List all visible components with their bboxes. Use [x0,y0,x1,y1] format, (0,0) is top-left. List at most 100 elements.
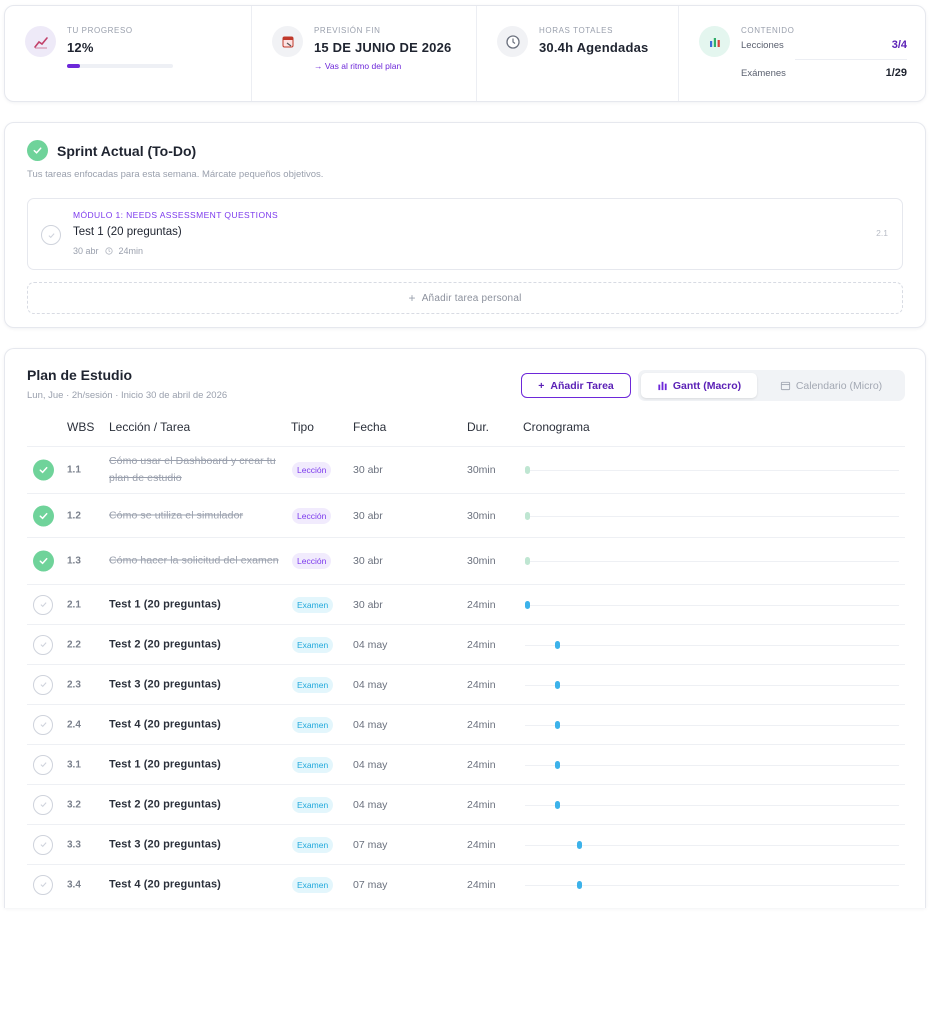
row-date: 30 abr [353,509,383,522]
pending-check-icon[interactable] [33,754,53,775]
row-duration: 24min [467,598,496,611]
task-checkbox[interactable] [41,225,61,245]
pending-check-icon[interactable] [33,834,53,855]
col-duration: Dur. [467,420,490,434]
row-wbs: 3.2 [67,799,81,810]
bar-chart-icon [699,26,730,57]
col-type: Tipo [291,420,314,434]
sprint-task-card[interactable]: MÓDULO 1: NEEDS ASSESSMENT QUESTIONS Tes… [27,198,903,270]
row-wbs: 2.2 [67,639,81,650]
completed-check-icon[interactable] [33,505,54,526]
gantt-bar[interactable] [554,720,560,729]
gantt-track [525,604,899,606]
pace-link[interactable]: → Vas al ritmo del plan [314,61,402,71]
view-toggle: Gantt (Macro) Calendario (Micro) [638,370,905,401]
row-wbs: 1.1 [67,464,81,476]
row-date: 04 may [353,638,388,651]
stat-hours: HORAS TOTALES 30.4h Agendadas [477,6,679,101]
row-wbs: 3.4 [67,879,81,890]
row-duration: 24min [467,798,496,811]
calendar-icon [272,26,303,57]
row-date: 30 abr [353,555,383,567]
table-row[interactable]: 2.4 Test 4 (20 preguntas) Examen 04 may 24mi… [27,704,905,744]
task-wbs: 2.1 [876,228,888,238]
table-row[interactable]: 3.2 Test 2 (20 preguntas) Examen 04 may 24mi… [27,784,905,824]
gantt-bar[interactable] [554,680,560,689]
add-personal-task-button[interactable]: + Añadir tarea personal [27,282,903,314]
calendar-icon [780,381,790,391]
row-duration: 30min [467,509,496,522]
table-row[interactable]: 2.3 Test 3 (20 preguntas) Examen 04 may 24mi… [27,664,905,704]
content-lessons: Lecciones 3/4 [741,39,907,51]
add-personal-task-label: Añadir tarea personal [421,292,522,304]
plan-table-body: 1.1 Cómo usar el Dashboard y crear tu pla… [27,446,905,904]
table-row[interactable]: 1.3 Cómo hacer la solicitud del examen Lec… [27,537,905,584]
gantt-track [525,470,899,471]
row-type-badge: Examen [292,836,334,853]
row-date: 04 may [353,678,388,691]
gantt-track [525,515,899,517]
row-duration: 30min [467,555,496,567]
gantt-bar[interactable] [554,640,560,649]
row-date: 07 may [353,838,388,851]
completed-check-icon[interactable] [33,459,54,481]
table-row[interactable]: 3.4 Test 4 (20 preguntas) Examen 07 may 24mi… [27,864,905,904]
row-date: 07 may [353,878,388,891]
bar-chart-icon [658,381,667,391]
view-calendar-button[interactable]: Calendario (Micro) [763,373,899,398]
task-name: Test 1 (20 preguntas) [73,226,182,238]
table-row[interactable]: 2.1 Test 1 (20 preguntas) Examen 30 abr 24mi… [27,584,905,624]
plus-icon: + [538,379,545,392]
gantt-bar[interactable] [576,840,582,849]
table-row[interactable]: 1.2 Cómo se utiliza el simulador Lección 30… [27,493,905,537]
gantt-bar[interactable] [576,880,582,889]
divider [795,59,907,60]
gantt-track [525,804,899,806]
clock-icon [104,247,113,255]
gantt-track [525,561,899,562]
row-date: 04 may [353,798,388,811]
task-duration: 24min [118,246,144,256]
study-plan-section: Plan de Estudio Lun, Jue · 2h/sesión · I… [4,348,926,908]
gantt-bar[interactable] [554,800,560,809]
sprint-subtitle: Tus tareas enfocadas para esta semana. M… [27,169,324,180]
stat-label: CONTENIDO [741,26,795,35]
gantt-track [525,884,899,886]
pending-check-icon[interactable] [33,674,53,695]
gantt-bar[interactable] [525,466,530,474]
view-gantt-button[interactable]: Gantt (Macro) [641,373,757,398]
row-duration: 24min [467,758,496,771]
gantt-bar[interactable] [554,760,560,769]
table-row[interactable]: 3.3 Test 3 (20 preguntas) Examen 07 may 24mi… [27,824,905,864]
plus-icon: + [408,291,416,305]
row-wbs: 3.3 [67,839,81,850]
row-task-name: Test 4 (20 preguntas) [109,718,221,730]
table-row[interactable]: 3.1 Test 1 (20 preguntas) Examen 04 may 24mi… [27,744,905,784]
row-type-badge: Examen [292,716,334,733]
gantt-track [525,844,899,846]
row-duration: 24min [467,838,496,851]
pending-check-icon[interactable] [33,634,53,655]
row-type-badge: Examen [292,636,334,653]
row-wbs: 1.2 [67,510,81,521]
pending-check-icon[interactable] [33,794,53,815]
content-exams-label: Exámenes [741,67,786,79]
completed-check-icon[interactable] [33,550,54,572]
col-schedule: Cronograma [523,420,590,434]
gantt-track [525,684,899,686]
plan-title: Plan de Estudio [27,367,133,383]
row-duration: 24min [467,878,496,891]
gantt-bar[interactable] [525,557,530,565]
progress-bar [67,64,173,68]
row-task-name: Test 3 (20 preguntas) [109,678,221,690]
pending-check-icon[interactable] [33,714,53,735]
table-header: WBS Lección / Tarea Tipo Fecha Dur. Cron… [5,413,925,445]
gantt-bar[interactable] [525,511,530,520]
pending-check-icon[interactable] [33,874,53,895]
gantt-bar[interactable] [525,600,530,609]
table-row[interactable]: 1.1 Cómo usar el Dashboard y crear tu pla… [27,446,905,493]
trend-chart-icon [25,26,56,57]
table-row[interactable]: 2.2 Test 2 (20 preguntas) Examen 04 may 24mi… [27,624,905,664]
add-task-button[interactable]: + Añadir Tarea [521,373,631,398]
pending-check-icon[interactable] [33,594,53,615]
